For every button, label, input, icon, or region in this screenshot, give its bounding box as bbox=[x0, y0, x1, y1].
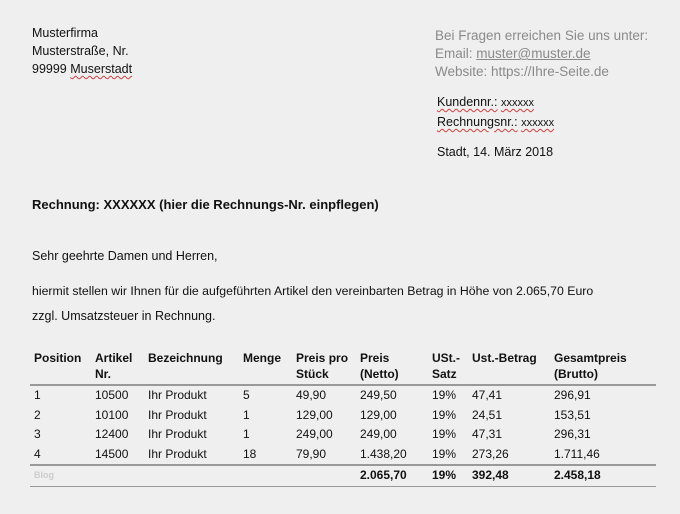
contact-email-line: Email: muster@muster.de bbox=[435, 46, 591, 61]
table-cell bbox=[239, 465, 292, 487]
table-row: 4 14500 Ihr Produkt 18 79,90 1.438,20 19% 273,2… bbox=[30, 445, 656, 465]
table-cell: 1 bbox=[243, 407, 250, 422]
table-row: 2 10100 Ihr Produkt 1 129,00 129,00 19% 24,51 15… bbox=[30, 406, 656, 426]
column-header: USt.- Satz bbox=[432, 351, 460, 381]
table-cell: Ihr Produkt bbox=[148, 446, 207, 461]
table-cell: Ihr Produkt bbox=[148, 388, 207, 403]
table-cell: 19% bbox=[432, 427, 457, 442]
table-cell: 1.438,20 bbox=[360, 446, 407, 461]
sender-street: Musterstraße, Nr. bbox=[32, 44, 129, 58]
contact-info: Bei Fragen erreichen Sie uns unter: Emai… bbox=[435, 27, 648, 81]
table-cell: 296,31 bbox=[554, 427, 591, 442]
table-cell: 19% bbox=[432, 446, 457, 461]
table-row: 3 12400 Ihr Produkt 1 249,00 249,00 19% 47,31 29… bbox=[30, 425, 656, 445]
table-cell: 5 bbox=[243, 388, 250, 403]
table-cell: 18 bbox=[243, 446, 257, 461]
total-tax: 392,48 bbox=[468, 465, 550, 487]
table-cell: 2 bbox=[34, 407, 41, 422]
table-header: Position Artikel Nr. Bezeichnung Menge Preis … bbox=[30, 350, 656, 385]
column-header: Preis (Netto) bbox=[360, 351, 399, 381]
column-header: Gesamtpreis (Brutto) bbox=[554, 351, 627, 381]
table-cell bbox=[91, 465, 144, 487]
table-cell: 49,90 bbox=[296, 388, 327, 403]
table-cell: 249,50 bbox=[360, 388, 397, 403]
table-cell: 19% bbox=[432, 407, 457, 422]
table-cell: 273,26 bbox=[472, 446, 509, 461]
reference-numbers: Kundennr.: xxxxxx Rechnungsnr.: xxxxxx bbox=[437, 93, 554, 133]
table-cell: 19% bbox=[432, 388, 457, 403]
invoice-number-label: Rechnungsnr.: bbox=[437, 115, 518, 129]
column-header: Ust.-Betrag bbox=[472, 351, 537, 365]
table-cell: 47,41 bbox=[472, 388, 503, 403]
table-cell: 79,90 bbox=[296, 446, 327, 461]
customer-number-label: Kundennr.: bbox=[437, 95, 498, 109]
sender-company: Musterfirma bbox=[32, 26, 98, 40]
table-cell: 47,31 bbox=[472, 427, 503, 442]
table-cell: Ihr Produkt bbox=[148, 407, 207, 422]
body-line-2: zzgl. Umsatzsteuer in Rechnung. bbox=[32, 309, 216, 323]
contact-intro: Bei Fragen erreichen Sie uns unter: bbox=[435, 28, 649, 43]
column-header: Bezeichnung bbox=[148, 351, 223, 365]
table-cell: 129,00 bbox=[296, 407, 333, 422]
column-header: Menge bbox=[243, 351, 282, 365]
sender-city-line: 99999 Muserstadt bbox=[32, 62, 133, 76]
table-cell: 1 bbox=[34, 388, 41, 403]
table-cell: 296,91 bbox=[554, 388, 591, 403]
table-cell: 153,51 bbox=[554, 407, 591, 422]
watermark-text: Blog bbox=[30, 465, 91, 487]
contact-website: Website: https://Ihre-Seite.de bbox=[435, 64, 609, 79]
table-cell: 10100 bbox=[95, 407, 129, 422]
table-cell bbox=[144, 465, 239, 487]
invoice-number-value: xxxxxx bbox=[521, 117, 555, 129]
table-cell: Ihr Produkt bbox=[148, 427, 207, 442]
total-brutto: 2.458,18 bbox=[550, 465, 656, 487]
column-header: Position bbox=[34, 351, 82, 365]
table-cell: 14500 bbox=[95, 446, 129, 461]
date: Stadt, 14. März 2018 bbox=[437, 145, 554, 159]
table-cell: 4 bbox=[34, 446, 41, 461]
table-cell: 1.711,46 bbox=[554, 446, 600, 461]
table-cell: 129,00 bbox=[360, 407, 397, 422]
customer-number-value: xxxxxx bbox=[500, 97, 534, 109]
table-cell: 24,51 bbox=[472, 407, 503, 422]
table-cell bbox=[292, 465, 356, 487]
column-header: Preis pro Stück bbox=[296, 351, 349, 381]
total-rate: 19% bbox=[428, 465, 468, 487]
sender-address: Musterfirma Musterstraße, Nr. 99999 Muse… bbox=[32, 24, 132, 78]
table-row: 1 10500 Ihr Produkt 5 49,90 249,50 19% 47,41 296… bbox=[30, 385, 656, 406]
table-cell: 3 bbox=[34, 427, 41, 442]
table-cell: 249,00 bbox=[296, 427, 333, 442]
body-line-1: hiermit stellen wir Ihnen für die aufgef… bbox=[32, 284, 594, 298]
table-cell: 1 bbox=[243, 427, 250, 442]
greeting: Sehr geehrte Damen und Herren, bbox=[32, 249, 218, 263]
invoice-title: Rechnung: XXXXXX (hier die Rechnungs-Nr.… bbox=[32, 197, 379, 212]
email-link[interactable]: muster@muster.de bbox=[476, 46, 591, 61]
table-cell: 12400 bbox=[95, 427, 129, 442]
total-netto: 2.065,70 bbox=[356, 465, 428, 487]
invoice-table: Position Artikel Nr. Bezeichnung Menge Preis … bbox=[30, 350, 656, 487]
sender-city: Muserstadt bbox=[70, 62, 133, 76]
column-header: Artikel Nr. bbox=[95, 351, 133, 381]
totals-row: Blog 2.065,70 19% 392,48 2.458,18 bbox=[30, 465, 656, 487]
table-cell: 10500 bbox=[95, 388, 129, 403]
table-cell: 249,00 bbox=[360, 427, 397, 442]
